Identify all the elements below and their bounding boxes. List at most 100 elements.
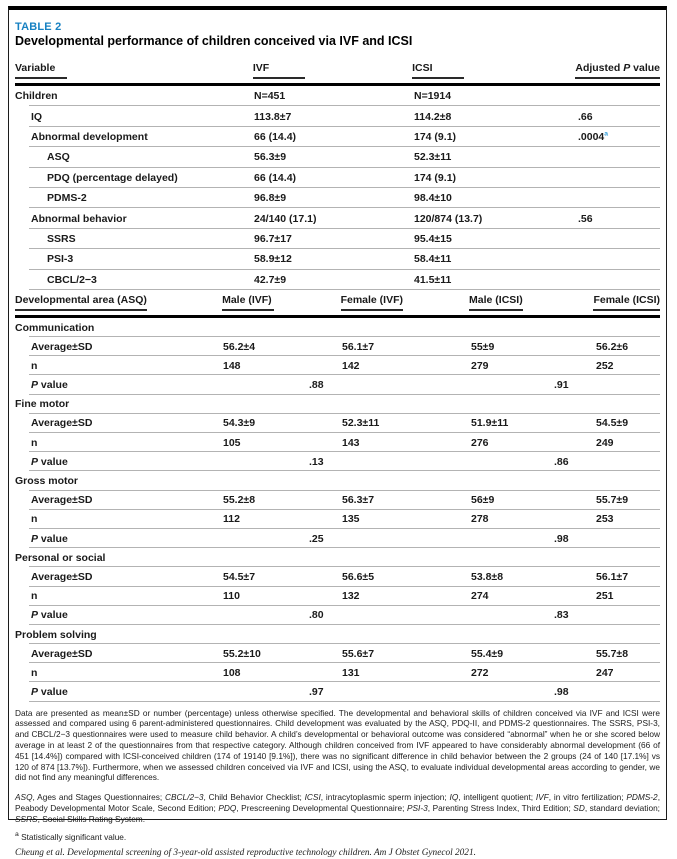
- row-label: ASQ: [47, 151, 70, 164]
- table1-header-variable: Variable: [15, 62, 253, 79]
- row-label: Average±SD: [31, 570, 93, 583]
- table-row: Abnormal behavior 24/140 (17.1) 120/874 …: [15, 208, 660, 230]
- row-label: P value: [31, 686, 68, 699]
- table-row: n 112 135 278 253: [15, 510, 660, 530]
- cell-male-icsi: 51.9±11: [471, 417, 509, 430]
- section-header-row: Fine motor: [15, 395, 660, 415]
- row-label: n: [31, 666, 38, 679]
- table-row: IQ 113.8±7 114.2±8 .66: [15, 106, 660, 128]
- cell-p-ivf: .88: [309, 379, 324, 392]
- cell-male-ivf: 105: [223, 436, 241, 449]
- table-row: n 108 131 272 247: [15, 663, 660, 683]
- cell-female-icsi: 252: [596, 359, 614, 372]
- cell-male-ivf: 110: [223, 590, 240, 603]
- row-label: Abnormal behavior: [31, 212, 127, 225]
- table-number-label: TABLE 2: [15, 21, 62, 33]
- cell-male-icsi: 272: [471, 666, 489, 679]
- cell-male-icsi: 279: [471, 359, 489, 372]
- table-row: P value .97 .98: [15, 682, 660, 702]
- cell-icsi: 114.2±8: [414, 110, 452, 123]
- cell-ivf: N=451: [254, 90, 286, 103]
- cell-p-icsi: .86: [554, 455, 569, 468]
- row-label: PDMS-2: [47, 192, 87, 205]
- row-label: n: [31, 513, 38, 526]
- table-row: Average±SD 55.2±10 55.6±7 55.4±9 55.7±8: [15, 644, 660, 664]
- section-name: Gross motor: [15, 475, 79, 487]
- section-name: Communication: [15, 321, 95, 334]
- table-row: n 110 132 274 251: [15, 587, 660, 606]
- table1-header-ivf: IVF: [252, 62, 412, 79]
- cell-male-icsi: 278: [471, 513, 489, 526]
- cell-p-icsi: .98: [554, 686, 569, 699]
- cell-male-ivf: 108: [223, 666, 241, 679]
- table2-header-row: Developmental area (ASQ) Male (IVF) Fema…: [15, 290, 660, 318]
- cell-male-icsi: 276: [471, 436, 489, 449]
- table2-header-male-ivf: Male (IVF): [222, 294, 340, 311]
- cell-ivf: 56.3±9: [254, 151, 287, 164]
- cell-female-icsi: 247: [596, 666, 614, 679]
- table-row: ASQ 56.3±9 52.3±11: [15, 147, 660, 168]
- footnote-citation: Cheung et al. Developmental screening of…: [15, 848, 476, 859]
- cell-female-icsi: 55.7±9: [596, 494, 629, 507]
- row-label: CBCL/2−3: [47, 273, 97, 286]
- cell-icsi: N=1914: [414, 90, 452, 103]
- cell-male-ivf: 56.2±4: [223, 340, 256, 353]
- table-row: CBCL/2−3 42.7±9 41.5±11: [15, 270, 660, 291]
- cell-female-icsi: 55.7±8: [596, 647, 629, 660]
- cell-icsi: 174 (9.1): [414, 171, 457, 184]
- cell-male-ivf: 55.2±10: [223, 647, 261, 660]
- table-row: Average±SD 56.2±4 56.1±7 55±9 56.2±6: [15, 337, 660, 357]
- cell-female-ivf: 131: [342, 666, 360, 679]
- cell-female-ivf: 56.6±5: [342, 570, 375, 583]
- cell-p-ivf: .13: [309, 455, 324, 468]
- table-row: P value .13 .86: [15, 452, 660, 472]
- footnote-abbreviations: ASQ, Ages and Stages Questionnaires; CBC…: [15, 792, 660, 824]
- cell-icsi: 174 (9.1): [414, 130, 457, 143]
- row-label: PDQ (percentage delayed): [47, 171, 178, 184]
- row-label: P value: [31, 609, 68, 622]
- cell-p-icsi: .83: [554, 609, 569, 622]
- cell-icsi: 58.4±11: [414, 253, 452, 266]
- cell-female-ivf: 142: [342, 359, 360, 372]
- table-row: P value .25 .98: [15, 529, 660, 549]
- table-row: Average±SD 54.3±9 52.3±11 51.9±11 54.5±9: [15, 414, 660, 434]
- section-header-row: Communication: [15, 318, 660, 338]
- cell-female-ivf: 143: [342, 436, 360, 449]
- cell-female-icsi: 251: [596, 590, 614, 603]
- cell-female-icsi: 54.5±9: [596, 417, 629, 430]
- cell-p-ivf: .80: [309, 609, 324, 622]
- footnote-significance: a Statistically significant value.: [15, 830, 127, 842]
- table-row: PDQ (percentage delayed) 66 (14.4) 174 (…: [15, 168, 660, 189]
- cell-male-ivf: 112: [223, 513, 240, 526]
- row-label: n: [31, 590, 38, 603]
- table-row: Average±SD 54.5±7 56.6±5 53.8±8 56.1±7: [15, 567, 660, 587]
- cell-male-ivf: 54.5±7: [223, 570, 256, 583]
- table-row: P value .88 .91: [15, 375, 660, 395]
- cell-ivf: 113.8±7: [254, 110, 292, 123]
- table1-header-icsi: ICSI: [412, 62, 575, 79]
- table-card: TABLE 2 Developmental performance of chi…: [8, 6, 667, 858]
- row-label: n: [31, 359, 38, 372]
- row-label: Average±SD: [31, 494, 93, 507]
- footnote-data-description: Data are presented as mean±SD or number …: [15, 707, 660, 783]
- significance-superscript: a: [604, 130, 609, 138]
- section-name: Personal or social: [15, 551, 106, 564]
- cell-ivf: 66 (14.4): [254, 130, 297, 143]
- cell-p-icsi: .98: [554, 532, 569, 545]
- cell-female-icsi: 56.1±7: [596, 570, 629, 583]
- table-row: Average±SD 55.2±8 56.3±7 56±9 55.7±9: [15, 491, 660, 510]
- cell-female-ivf: 56.3±7: [342, 494, 375, 507]
- table2-header-female-ivf: Female (IVF): [340, 294, 469, 311]
- cell-male-ivf: 55.2±8: [223, 494, 256, 507]
- cell-p: .0004a: [578, 130, 609, 143]
- cell-male-ivf: 54.3±9: [223, 417, 256, 430]
- table-row: Children N=451 N=1914: [15, 86, 660, 107]
- row-label: PSI-3: [47, 253, 74, 266]
- cell-male-icsi: 56±9: [471, 494, 495, 507]
- row-label: Average±SD: [31, 417, 93, 430]
- table-row: P value .80 .83: [15, 606, 660, 626]
- row-label: Abnormal development: [31, 130, 148, 143]
- table2-header-female-icsi: Female (ICSI): [593, 294, 660, 311]
- section-name: Fine motor: [15, 398, 70, 411]
- row-label: P value: [31, 455, 68, 468]
